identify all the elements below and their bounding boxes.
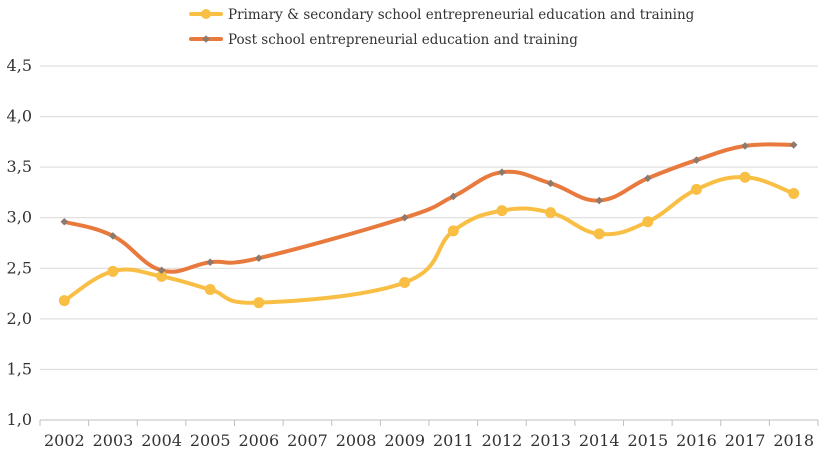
data-point	[595, 196, 603, 205]
y-axis: 1,0 1,5 2,0 2,5 3,0 3,5 4,0 4,5	[7, 56, 32, 429]
data-point	[58, 295, 70, 307]
data-point	[642, 216, 654, 228]
y-tick-label: 2,5	[7, 258, 32, 277]
data-point	[204, 284, 216, 296]
legend-swatch-marker	[201, 9, 211, 19]
data-point	[739, 171, 751, 183]
data-point	[60, 217, 69, 226]
data-point	[447, 225, 459, 237]
x-tick-label: 2011	[433, 431, 474, 450]
data-point	[789, 141, 798, 149]
data-point	[496, 205, 508, 217]
x-tick-label: 2003	[93, 431, 134, 450]
x-tick-label: 2005	[190, 431, 231, 450]
legend-swatch-marker	[202, 35, 210, 43]
y-tick-label: 3,5	[7, 157, 32, 176]
data-point	[644, 174, 652, 183]
data-point	[253, 297, 265, 309]
data-point	[400, 213, 409, 222]
series-line-2	[62, 142, 796, 274]
x-tick-label: 2002	[44, 431, 85, 450]
legend-label: Post school entrepreneurial education an…	[228, 32, 578, 48]
x-tick-label: 2007	[287, 431, 328, 450]
data-point	[788, 187, 800, 199]
x-tick-label: 2018	[773, 431, 814, 450]
gridlines	[40, 65, 818, 370]
y-tick-label: 4,5	[7, 56, 32, 75]
x-tick-label: 2009	[384, 431, 425, 450]
data-point	[449, 192, 458, 201]
y-tick-label: 3,0	[7, 208, 32, 227]
data-point	[498, 168, 506, 176]
x-tick-label: 2008	[336, 431, 377, 450]
data-point	[741, 142, 749, 150]
x-tick-label: 2015	[627, 431, 668, 450]
data-point	[593, 228, 605, 240]
x-tick-label: 2017	[725, 431, 766, 450]
x-tick-label: 2006	[238, 431, 279, 450]
x-tick-label: 2013	[530, 431, 571, 450]
data-point	[399, 276, 411, 288]
x-tick-label: 2014	[579, 431, 620, 450]
data-point	[546, 179, 555, 188]
data-point	[206, 258, 214, 267]
data-point	[109, 232, 117, 240]
data-point	[545, 207, 557, 219]
legend: Primary & secondary school entrepreneuri…	[189, 7, 695, 48]
data-point	[255, 254, 263, 262]
data-point	[157, 266, 166, 275]
data-point	[107, 265, 119, 277]
x-tick-label: 2012	[482, 431, 523, 450]
x-tick-label: 2004	[141, 431, 182, 450]
y-tick-label: 1,5	[7, 359, 32, 378]
y-tick-label: 4,0	[7, 107, 32, 126]
x-tick-label: 2016	[676, 431, 717, 450]
data-point	[692, 156, 701, 164]
y-tick-label: 2,0	[7, 309, 32, 328]
x-axis: 2002 2003 2004 2005 2006 2007 2008 2009 2011 2012…	[39, 419, 819, 450]
series-line-1	[62, 175, 796, 305]
y-tick-label: 1,0	[7, 410, 32, 429]
series-lines	[62, 142, 796, 305]
legend-label: Primary & secondary school entrepreneuri…	[228, 7, 695, 23]
series-markers	[58, 141, 800, 309]
data-point	[690, 183, 702, 195]
